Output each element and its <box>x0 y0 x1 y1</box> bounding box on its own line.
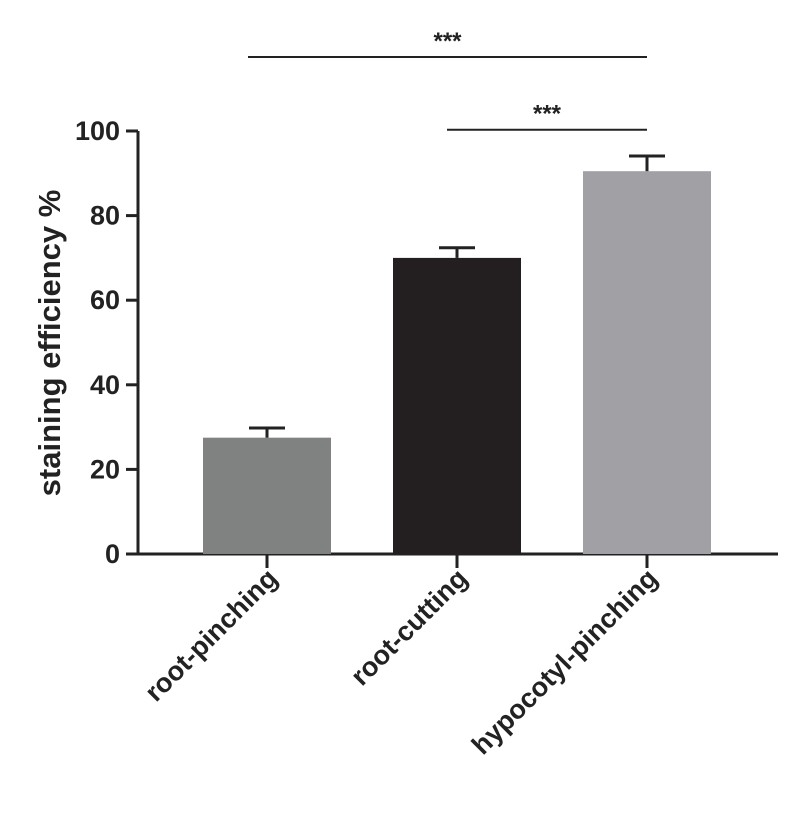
y-tick-label-100: 100 <box>75 116 120 146</box>
x-tick-labels: root-pinching root-cuttinghypocotyl-pinch… <box>139 563 663 760</box>
x-tick-label-root-cutting: root-cutting <box>345 563 473 691</box>
x-tick-label-root-pinching: root-pinching <box>139 563 283 707</box>
significance-label-0: *** <box>433 28 462 55</box>
y-tick-label-0: 0 <box>105 539 120 569</box>
y-tick-label-80: 80 <box>90 201 120 231</box>
x-tick-label-hypocotyl-pinching: hypocotyl-pinching <box>466 563 663 760</box>
y-tick-label-40: 40 <box>90 370 120 400</box>
error-bars <box>249 154 665 438</box>
significance-brackets: *** *** <box>248 28 647 131</box>
y-axis-title: staining efficiency % <box>32 190 67 497</box>
bar-root-cutting <box>393 257 521 554</box>
bars <box>203 171 711 554</box>
bar-hypocotyl-pinching <box>583 171 711 554</box>
significance-label-1: *** <box>533 101 562 128</box>
y-tick-label-20: 20 <box>90 454 120 484</box>
y-tick-label-60: 60 <box>90 285 120 315</box>
bar-root-pinching <box>203 437 331 554</box>
